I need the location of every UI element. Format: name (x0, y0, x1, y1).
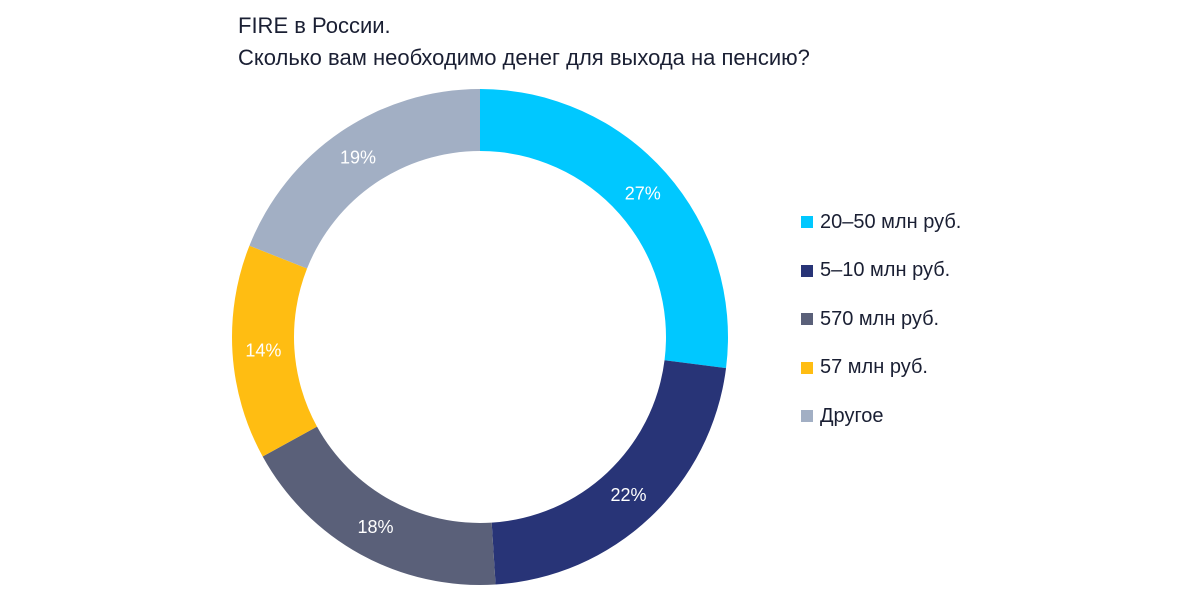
legend-swatch-4 (801, 361, 813, 374)
donut-slice-1 (480, 89, 729, 369)
slice-value-label-3: 18% (357, 517, 393, 537)
slice-value-label-2: 22% (611, 485, 647, 505)
slice-value-label-5: 19% (340, 148, 376, 168)
chart-title-line-1: FIRE в России. (238, 13, 391, 38)
legend-item-3: 570 млн руб. (801, 295, 961, 344)
legend-item-4: 57 млн руб. (801, 344, 961, 393)
legend-swatch-2 (801, 264, 813, 277)
donut-slice-3 (262, 426, 496, 585)
legend-label-2: 5–10 млн руб. (820, 259, 951, 282)
legend-label-5: Другое (820, 404, 884, 427)
legend-item-2: 5–10 млн руб. (801, 247, 961, 296)
donut-slice-4 (232, 245, 318, 457)
legend-label-3: 570 млн руб. (820, 307, 940, 330)
legend-item-5: Другое (801, 392, 961, 441)
chart-legend: 20–50 млн руб. 5–10 млн руб. 570 млн руб. 5… (801, 198, 961, 441)
slice-value-label-4: 14% (245, 341, 281, 361)
chart-title-line-2: Сколько вам необходимо денег для выхода … (238, 45, 810, 70)
legend-label-1: 20–50 млн руб. (820, 210, 962, 233)
legend-label-4: 57 млн руб. (820, 356, 928, 379)
legend-swatch-5 (801, 410, 813, 423)
donut-slice-2 (491, 360, 727, 585)
legend-swatch-3 (801, 313, 813, 326)
legend-swatch-1 (801, 216, 813, 229)
donut-slice-5 (249, 89, 480, 269)
chart-title: FIRE в России. Сколько вам необходимо де… (238, 10, 1138, 74)
legend-item-1: 20–50 млн руб. (801, 198, 961, 247)
slice-value-label-1: 27% (625, 183, 661, 203)
